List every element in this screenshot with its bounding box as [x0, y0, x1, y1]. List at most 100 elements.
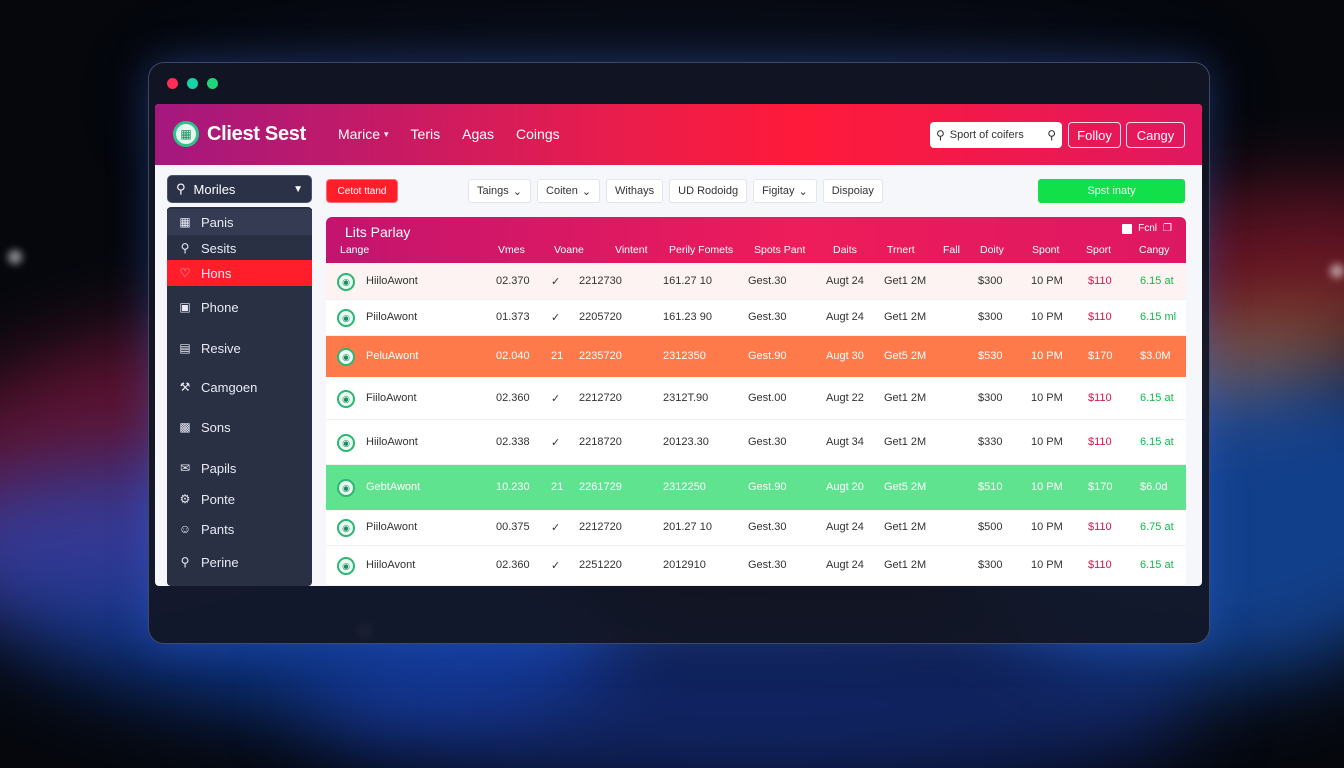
minimize-window-button[interactable]: [187, 78, 198, 89]
search-input[interactable]: ⚲ Sport of coifers ⚲: [930, 122, 1062, 148]
filter-ud-rodoidg[interactable]: UD Rodoidg: [669, 179, 748, 203]
table-cell[interactable]: ✓: [551, 437, 561, 449]
table-row[interactable]: ◉ PeluAwont 02.040 21 2235720 2312350 Gest.90 A…: [326, 336, 1186, 377]
column-header[interactable]: Doity: [980, 244, 1004, 256]
sidebar-item-papils[interactable]: ✉ Papils: [167, 455, 312, 481]
table-cell: Augt 30: [826, 350, 864, 362]
column-header[interactable]: Sport: [1086, 244, 1112, 256]
mail-icon: ✉: [179, 461, 191, 475]
follow-button[interactable]: Folloy: [1068, 122, 1121, 148]
table-cell[interactable]: ✓: [551, 393, 561, 405]
table-cell: 6.15 at: [1140, 559, 1174, 571]
table-cell[interactable]: 21: [551, 481, 564, 493]
table-cell: 2205720: [579, 311, 622, 323]
table-cell: 10 PM: [1031, 392, 1063, 404]
nav-item-coings[interactable]: Coings: [516, 126, 560, 142]
table-panel: Lits Parlay Fcnl ❐ Lange Vmes Voane Vint…: [326, 217, 1186, 586]
table-row[interactable]: ◉ HiiloAvont 02.360 ✓ 2251220 2012910 Gest.30 A…: [326, 546, 1186, 586]
filter-taings[interactable]: Taings ⌄: [468, 179, 532, 203]
table-row[interactable]: ◉ FiiloAwont 02.360 ✓ 2212720 2312T.90 Gest.00…: [326, 377, 1186, 420]
table-cell: Gest.90: [748, 350, 787, 362]
table-cell: Augt 24: [826, 275, 864, 287]
column-header[interactable]: Voane: [554, 244, 584, 256]
table-cell: PiiloAwont: [366, 521, 418, 533]
close-window-button[interactable]: [167, 78, 178, 89]
sidebar-item-pants[interactable]: ☺ Pants: [167, 516, 312, 542]
column-header[interactable]: Vintent: [615, 244, 648, 256]
sidebar-item-label: Perine: [201, 554, 239, 570]
sidebar-item-panis[interactable]: ▦ Panis: [167, 209, 312, 235]
sidebar-item-perine[interactable]: ⚲ Perine: [167, 549, 312, 575]
filter-coiten[interactable]: Coiten ⌄: [537, 179, 601, 203]
search-placeholder: Sport of coifers: [949, 129, 1024, 141]
table-cell: Get1 2M: [884, 521, 927, 533]
building-icon: ▦: [179, 215, 191, 229]
column-header[interactable]: Lange: [340, 244, 370, 256]
table-row[interactable]: ◉ HiiloAwont 02.370 ✓ 2212730 161.27 10 Gest.3…: [326, 263, 1186, 300]
nav-item-marice[interactable]: Marice ▾: [338, 126, 389, 142]
sidebar-item-sons[interactable]: ▩ Sons: [167, 414, 312, 440]
table-cell: 6.15 at: [1140, 275, 1174, 287]
table-cell[interactable]: ✓: [551, 560, 561, 572]
table-cell: 2235720: [579, 350, 622, 362]
column-header[interactable]: Daits: [833, 244, 857, 256]
column-header[interactable]: Perily Fomets: [669, 244, 734, 256]
table-row[interactable]: ◉ HiiloAwont 02.338 ✓ 2218720 20123.30 Gest.30…: [326, 420, 1186, 465]
table-row[interactable]: ◉ PiiloAwont 01.373 ✓ 2205720 161.23 90 Gest.3…: [326, 300, 1186, 336]
table-row[interactable]: ◉ PiiloAwont 00.375 ✓ 2212720 201.27 10 Gest.3…: [326, 510, 1186, 546]
table-cell[interactable]: ✓: [551, 522, 561, 534]
logo[interactable]: ▦ Cliest Sest: [173, 121, 306, 147]
table-cell: Get1 2M: [884, 436, 927, 448]
sidebar-item-label: Resive: [201, 340, 241, 356]
sidebar-item-phone[interactable]: ▣ Phone: [167, 294, 312, 320]
table-cell: 01.373: [496, 311, 530, 323]
table-row[interactable]: ◉ GebtAwont 10.230 21 2261729 2312250 Gest.90 A…: [326, 465, 1186, 510]
nav-item-agas[interactable]: Agas: [462, 126, 494, 142]
column-header[interactable]: Vmes: [498, 244, 525, 256]
table-cell: 6.75 at: [1140, 521, 1174, 533]
table-cell: $170: [1088, 481, 1113, 493]
filter-dispoiay[interactable]: Dispoiay: [822, 179, 883, 203]
sidebar: ⚲ Moriles ▼ ▦ Panis ⚲ Sesits ♡ Hons ▣ Ph…: [167, 175, 312, 586]
table-cell: Augt 24: [826, 521, 864, 533]
table-cell: $110: [1088, 311, 1112, 323]
export-icon[interactable]: [1122, 223, 1133, 234]
nav-item-teris[interactable]: Teris: [411, 126, 441, 142]
table-cell: Gest.00: [748, 392, 787, 404]
table-cell[interactable]: ✓: [551, 276, 561, 288]
sidebar-item-label: Sesits: [201, 240, 237, 256]
table-cell[interactable]: ✓: [551, 312, 561, 324]
sidebar-item-camgoen[interactable]: ⚒ Camgoen: [167, 374, 312, 400]
table-cell: 10 PM: [1031, 481, 1063, 493]
status-filter-button[interactable]: Cetot ttand: [326, 179, 398, 203]
copy-icon[interactable]: ❐: [1163, 223, 1172, 234]
column-header[interactable]: Spont: [1032, 244, 1060, 256]
column-header[interactable]: Fall: [943, 244, 960, 256]
search-submit-icon[interactable]: ⚲: [1047, 128, 1056, 142]
list-icon: ▤: [179, 341, 191, 355]
nav-item-label: Teris: [410, 126, 441, 142]
cangy-button[interactable]: Cangy: [1126, 122, 1185, 148]
sidebar-item-sesits[interactable]: ⚲ Sesits: [167, 235, 312, 261]
table-cell: $110: [1088, 559, 1112, 571]
export-label[interactable]: Fcnl: [1138, 223, 1158, 234]
column-header[interactable]: Cangy: [1139, 244, 1170, 256]
maximize-window-button[interactable]: [207, 78, 218, 89]
primary-action-button[interactable]: Spst inaty: [1038, 179, 1185, 203]
row-avatar-icon: ◉: [337, 390, 355, 408]
table-cell[interactable]: 21: [551, 350, 564, 362]
sidebar-item-ponte[interactable]: ⚙ Ponte: [167, 486, 312, 512]
sidebar-item-hons[interactable]: ♡ Hons: [167, 260, 312, 286]
table-cell: 161.27 10: [663, 275, 712, 287]
sidebar-item-resive[interactable]: ▤ Resive: [167, 335, 312, 361]
filter-figitay[interactable]: Figitay ⌄: [753, 179, 817, 203]
column-header[interactable]: Spots Pant: [754, 244, 806, 256]
column-header[interactable]: Trnert: [887, 244, 915, 256]
sidebar-item-label: Pants: [201, 521, 235, 537]
sidebar-select[interactable]: ⚲ Moriles ▼: [167, 175, 312, 203]
table-cell: Augt 34: [826, 436, 864, 448]
filter-withays[interactable]: Withays: [606, 179, 664, 203]
table-cell: 10 PM: [1031, 436, 1063, 448]
table-cell: 20123.30: [663, 436, 709, 448]
table-cell: 10 PM: [1031, 350, 1063, 362]
